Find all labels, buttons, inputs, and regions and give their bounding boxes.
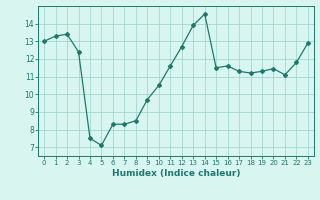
X-axis label: Humidex (Indice chaleur): Humidex (Indice chaleur) xyxy=(112,169,240,178)
